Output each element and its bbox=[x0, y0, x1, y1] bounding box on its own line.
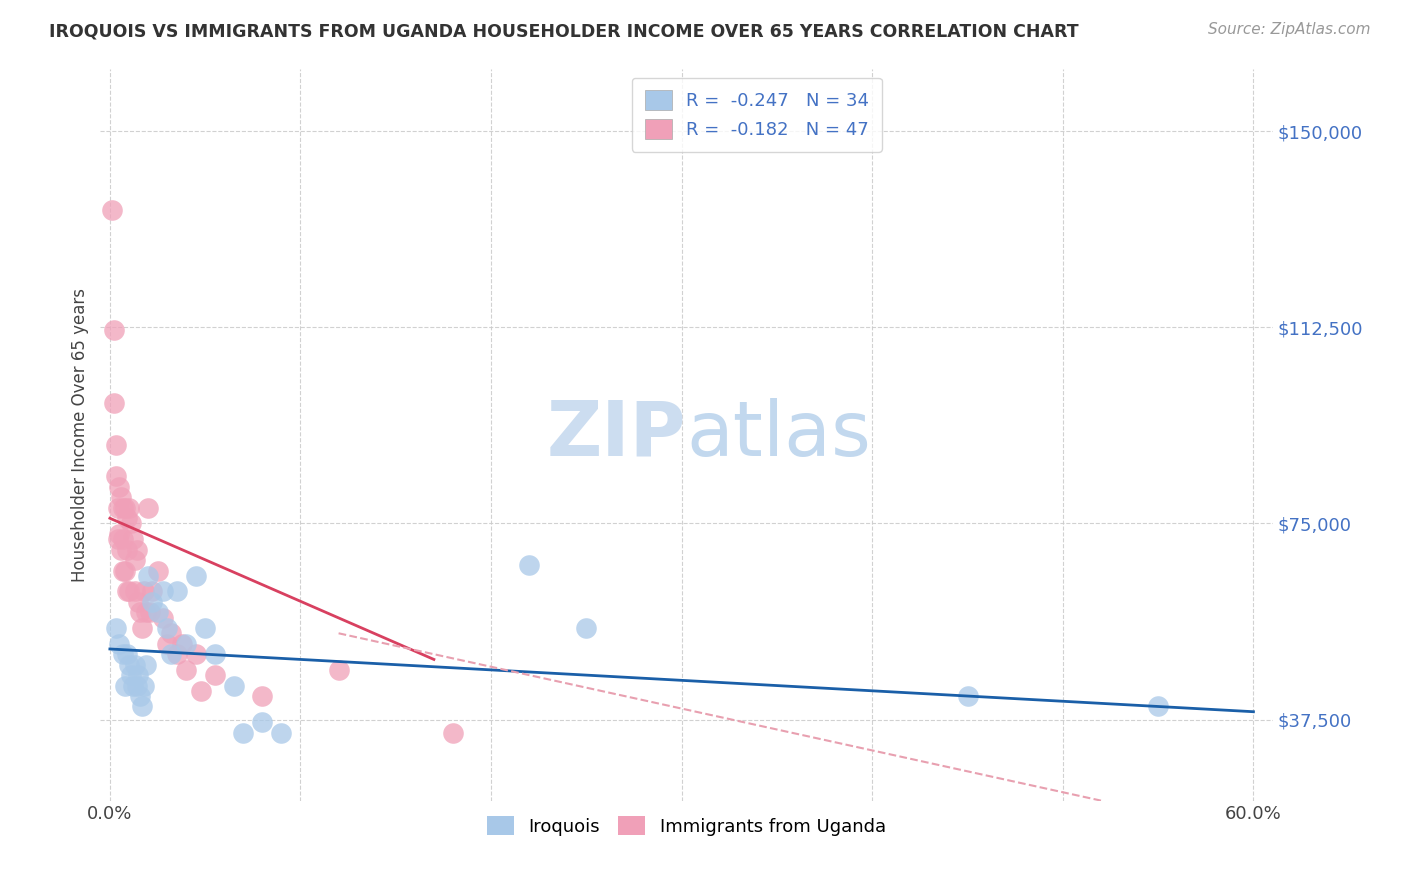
Point bbox=[115, 511, 138, 525]
Point bbox=[115, 542, 138, 557]
Point bbox=[108, 527, 131, 541]
Point bbox=[1147, 699, 1170, 714]
Point bbox=[252, 689, 274, 703]
Point bbox=[110, 491, 132, 505]
Point bbox=[118, 657, 141, 672]
Point bbox=[131, 621, 153, 635]
Point bbox=[112, 564, 135, 578]
Point bbox=[108, 637, 131, 651]
Point bbox=[134, 584, 156, 599]
Point bbox=[222, 679, 245, 693]
Point bbox=[127, 668, 149, 682]
Point bbox=[101, 202, 124, 217]
Point bbox=[125, 542, 148, 557]
Point bbox=[112, 647, 135, 661]
Point bbox=[194, 621, 217, 635]
Point bbox=[152, 610, 174, 624]
Text: atlas: atlas bbox=[686, 398, 872, 472]
Point bbox=[124, 553, 146, 567]
Point bbox=[146, 564, 169, 578]
Point bbox=[174, 663, 197, 677]
Point bbox=[517, 558, 540, 573]
Point bbox=[184, 647, 207, 661]
Point bbox=[118, 584, 141, 599]
Point bbox=[124, 657, 146, 672]
Point bbox=[136, 500, 159, 515]
Point bbox=[129, 689, 152, 703]
Point bbox=[204, 668, 226, 682]
Point bbox=[160, 647, 183, 661]
Point bbox=[152, 584, 174, 599]
Point bbox=[156, 621, 179, 635]
Point bbox=[135, 606, 157, 620]
Point bbox=[107, 500, 129, 515]
Point bbox=[166, 647, 188, 661]
Point bbox=[104, 438, 127, 452]
Point bbox=[131, 699, 153, 714]
Point bbox=[104, 469, 127, 483]
Point bbox=[125, 679, 148, 693]
Point bbox=[172, 637, 194, 651]
Point bbox=[108, 480, 131, 494]
Point bbox=[121, 679, 143, 693]
Point bbox=[115, 647, 138, 661]
Point bbox=[129, 606, 152, 620]
Point bbox=[441, 725, 464, 739]
Point bbox=[135, 657, 157, 672]
Point bbox=[328, 663, 350, 677]
Point bbox=[103, 323, 125, 337]
Point bbox=[575, 621, 598, 635]
Point bbox=[146, 606, 169, 620]
Point bbox=[139, 606, 162, 620]
Point bbox=[184, 568, 207, 582]
Point bbox=[114, 679, 136, 693]
Point bbox=[252, 715, 274, 730]
Point bbox=[232, 725, 254, 739]
Point bbox=[104, 621, 127, 635]
Point bbox=[114, 500, 136, 515]
Point bbox=[141, 595, 163, 609]
Point bbox=[103, 396, 125, 410]
Point bbox=[120, 668, 142, 682]
Text: IROQUOIS VS IMMIGRANTS FROM UGANDA HOUSEHOLDER INCOME OVER 65 YEARS CORRELATION : IROQUOIS VS IMMIGRANTS FROM UGANDA HOUSE… bbox=[49, 22, 1078, 40]
Point bbox=[134, 679, 156, 693]
Point bbox=[112, 532, 135, 546]
Point bbox=[115, 584, 138, 599]
Point bbox=[118, 500, 141, 515]
Point bbox=[174, 637, 197, 651]
Point bbox=[107, 532, 129, 546]
Point bbox=[190, 683, 212, 698]
Point bbox=[141, 584, 163, 599]
Point bbox=[127, 595, 149, 609]
Legend: R =  -0.247   N = 34, R =  -0.182   N = 47: R = -0.247 N = 34, R = -0.182 N = 47 bbox=[631, 78, 882, 152]
Point bbox=[136, 568, 159, 582]
Point bbox=[121, 532, 143, 546]
Point bbox=[160, 626, 183, 640]
Text: ZIP: ZIP bbox=[547, 398, 686, 472]
Point bbox=[110, 542, 132, 557]
Point bbox=[956, 689, 979, 703]
Text: Source: ZipAtlas.com: Source: ZipAtlas.com bbox=[1208, 22, 1371, 37]
Point bbox=[204, 647, 226, 661]
Point bbox=[270, 725, 292, 739]
Point bbox=[124, 584, 146, 599]
Point bbox=[156, 637, 179, 651]
Point bbox=[166, 584, 188, 599]
Y-axis label: Householder Income Over 65 years: Householder Income Over 65 years bbox=[72, 287, 89, 582]
Point bbox=[112, 500, 135, 515]
Point bbox=[114, 564, 136, 578]
Point bbox=[120, 516, 142, 531]
